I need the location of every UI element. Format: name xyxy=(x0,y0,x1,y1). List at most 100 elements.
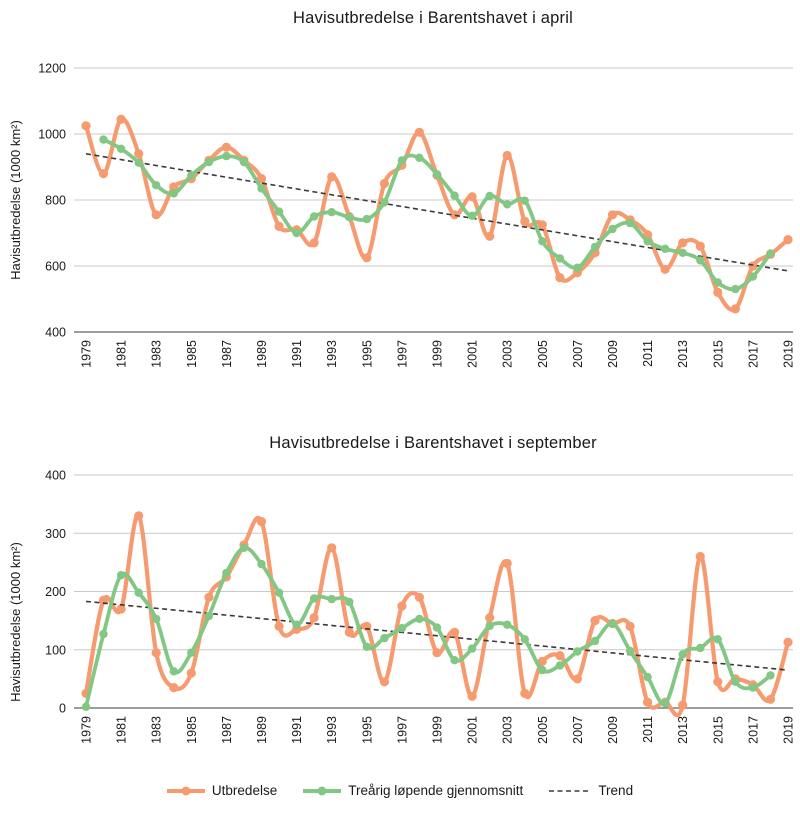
utbredelse-marker xyxy=(309,613,319,623)
gjennomsnitt-marker xyxy=(116,571,126,580)
gjennomsnitt-marker xyxy=(731,677,740,686)
gjennomsnitt-marker xyxy=(99,135,108,144)
legend-item-gjennomsnitt: Treårig løpende gjennomsnitt xyxy=(303,783,523,798)
x-tick-label: 1995 xyxy=(360,716,374,744)
utbredelse-marker xyxy=(450,210,460,220)
utbredelse-marker xyxy=(607,210,618,220)
utbredelse-marker xyxy=(783,235,793,245)
utbredelse-marker xyxy=(643,697,653,707)
utbredelse-marker xyxy=(485,613,495,623)
gjennomsnitt-marker xyxy=(99,629,108,639)
gjennomsnitt-marker xyxy=(520,635,529,644)
gjennomsnitt-marker xyxy=(239,157,249,167)
x-tick-label: 1989 xyxy=(255,340,269,368)
utbredelse-marker xyxy=(134,511,144,521)
gjennomsnitt-marker xyxy=(713,278,722,287)
x-tick-label: 1987 xyxy=(220,716,234,744)
utbredelse-marker xyxy=(555,273,565,283)
gjennomsnitt-marker xyxy=(415,153,424,162)
utbredelse-marker xyxy=(502,150,512,161)
trend-line xyxy=(85,600,789,671)
gjennomsnitt-marker xyxy=(450,656,459,665)
gjennomsnitt-marker xyxy=(81,702,91,711)
utbredelse-marker xyxy=(204,592,214,602)
utbredelse-marker xyxy=(134,149,144,159)
y-tick-label: 200 xyxy=(45,585,66,599)
gjennomsnitt-marker xyxy=(766,671,775,680)
x-tick-label: 2019 xyxy=(782,340,796,368)
x-tick-label: 2007 xyxy=(571,716,585,744)
utbredelse-marker xyxy=(379,677,389,687)
x-tick-label: 1985 xyxy=(185,716,199,744)
gjennomsnitt-marker xyxy=(590,242,600,252)
gjennomsnitt-marker xyxy=(380,198,389,207)
y-tick-label: 100 xyxy=(45,643,66,657)
utbredelse-marker xyxy=(274,221,284,231)
utbredelse-marker xyxy=(256,517,267,527)
gjennomsnitt-marker xyxy=(538,665,547,675)
utbredelse-marker xyxy=(485,231,495,241)
gjennomsnitt-marker xyxy=(608,224,617,234)
x-tick-label: 2001 xyxy=(466,716,480,744)
y-tick-label: 0 xyxy=(59,702,66,716)
utbredelse-marker xyxy=(713,287,723,297)
utbredelse-marker xyxy=(327,543,337,553)
gjennomsnitt-marker xyxy=(713,635,722,644)
x-tick-label: 1993 xyxy=(325,340,339,368)
gjennomsnitt-marker xyxy=(309,594,319,603)
utbredelse-marker xyxy=(537,656,547,666)
x-tick-label: 2009 xyxy=(606,340,620,368)
x-tick-label: 2017 xyxy=(746,716,760,744)
utbredelse-marker xyxy=(713,677,723,687)
utbredelse-marker xyxy=(730,304,741,314)
x-tick-label: 2011 xyxy=(641,716,655,743)
gjennomsnitt-marker xyxy=(152,181,161,190)
x-tick-label: 1979 xyxy=(80,340,94,368)
x-tick-label: 1979 xyxy=(80,716,94,744)
x-tick-label: 2019 xyxy=(782,716,796,744)
utbredelse-line xyxy=(83,116,791,312)
gjennomsnitt-marker xyxy=(432,623,442,632)
utbredelse-marker xyxy=(327,172,337,182)
gjennomsnitt-marker xyxy=(327,594,336,604)
x-tick-label: 2015 xyxy=(711,340,725,368)
utbredelse-marker xyxy=(414,592,424,602)
utbredelse-marker xyxy=(502,558,512,569)
gjennomsnitt-marker xyxy=(415,614,424,624)
chart-legend: Utbredelse Treårig løpende gjennomsnitt … xyxy=(0,783,800,798)
gjennomsnitt-marker xyxy=(678,650,687,659)
x-tick-label: 1997 xyxy=(395,716,409,744)
gjennomsnitt-marker xyxy=(134,588,143,597)
y-tick-label: 1200 xyxy=(38,62,66,76)
utbredelse-marker xyxy=(379,178,389,189)
gjennomsnitt-marker xyxy=(643,672,652,682)
gjennomsnitt-marker xyxy=(696,256,705,265)
utbredelse-marker xyxy=(362,253,372,263)
x-tick-label: 1995 xyxy=(360,340,374,368)
utbredelse-marker xyxy=(151,210,161,220)
utbredelse-marker xyxy=(432,648,442,658)
x-tick-label: 2013 xyxy=(676,716,690,744)
gjennomsnitt-marker xyxy=(397,624,407,633)
x-tick-label: 2011 xyxy=(641,340,655,367)
gjennomsnitt-marker xyxy=(573,263,582,272)
utbredelse-marker xyxy=(98,169,109,179)
gjennomsnitt-marker xyxy=(467,211,477,220)
x-tick-label: 2001 xyxy=(466,340,480,368)
utbredelse-marker xyxy=(572,674,583,684)
x-tick-label: 1987 xyxy=(220,340,234,368)
utbredelse-marker xyxy=(397,601,407,611)
gjennomsnitt-marker xyxy=(274,588,284,597)
april-chart-plot: 1200 1000 800 600 400 1979 1981 1983 1985 1987 198… xyxy=(38,62,796,368)
gjennomsnitt-marker xyxy=(590,636,600,646)
utbredelse-marker xyxy=(590,616,600,626)
y-tick-label: 400 xyxy=(45,326,66,340)
utbredelse-marker xyxy=(520,688,530,698)
utbredelse-marker xyxy=(414,127,424,137)
utbredelse-marker xyxy=(256,174,267,184)
gjennomsnitt-marker xyxy=(766,249,775,258)
gjennomsnitt-marker xyxy=(503,620,512,629)
april-chart-title: Havisutbredelse i Barentshavet i april xyxy=(293,9,573,27)
gjennomsnitt-line-swatch-icon xyxy=(303,786,342,795)
utbredelse-marker xyxy=(116,604,126,614)
